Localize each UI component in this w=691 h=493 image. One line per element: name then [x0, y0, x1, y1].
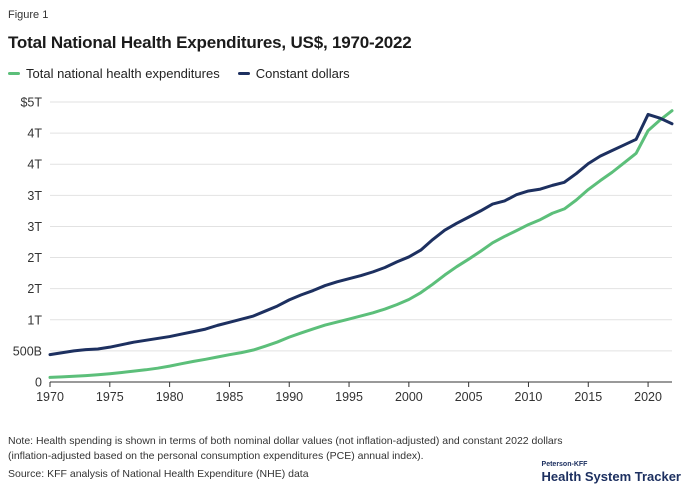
legend-item-nominal: Total national health expenditures [8, 66, 220, 81]
x-tick-label: 2015 [574, 390, 602, 404]
legend-label-nominal: Total national health expenditures [26, 66, 220, 81]
y-tick-label: 3T [27, 220, 42, 234]
y-tick-label: 2T [27, 282, 42, 296]
x-tick-label: 2010 [515, 390, 543, 404]
series-line-nominal [48, 109, 674, 379]
x-tick-label: 1990 [275, 390, 303, 404]
y-tick-label: 1T [27, 313, 42, 327]
chart-note: Note: Health spending is shown in terms … [8, 435, 563, 462]
figure-label: Figure 1 [8, 9, 49, 21]
brand-logo-top: Peterson-KFF [541, 461, 588, 468]
y-tick-label: 4T [27, 158, 42, 172]
legend-swatch-constant [237, 72, 250, 75]
legend-item-constant: Constant dollars [237, 66, 350, 81]
chart-title: Total National Health Expenditures, US$,… [8, 33, 412, 52]
x-tick-label: 1970 [36, 390, 64, 404]
y-tick-label: 0 [35, 376, 42, 390]
x-tick-label: 1985 [216, 390, 244, 404]
x-tick-label: 2020 [634, 390, 662, 404]
brand-logo: Peterson-KFF Health System Tracker [542, 461, 681, 484]
y-tick-label: 2T [27, 251, 42, 265]
x-tick-label: 2000 [395, 390, 423, 404]
series-line-constant [48, 112, 674, 357]
y-tick-label: $5T [20, 96, 42, 110]
x-tick-label: 1980 [156, 390, 184, 404]
y-tick-label: 3T [27, 189, 42, 203]
legend-swatch-nominal [8, 72, 20, 75]
y-tick-label: 500B [13, 344, 42, 358]
chart-source: Source: KFF analysis of National Health … [8, 468, 309, 480]
chart-legend: Total national health expenditures Const… [8, 66, 368, 81]
x-tick-label: 2005 [455, 390, 483, 404]
legend-label-constant: Constant dollars [255, 66, 350, 81]
x-tick-label: 1995 [335, 390, 363, 404]
brand-logo-main: Health System Tracker [541, 469, 681, 484]
y-tick-label: 4T [27, 127, 42, 141]
x-tick-label: 1975 [96, 390, 124, 404]
